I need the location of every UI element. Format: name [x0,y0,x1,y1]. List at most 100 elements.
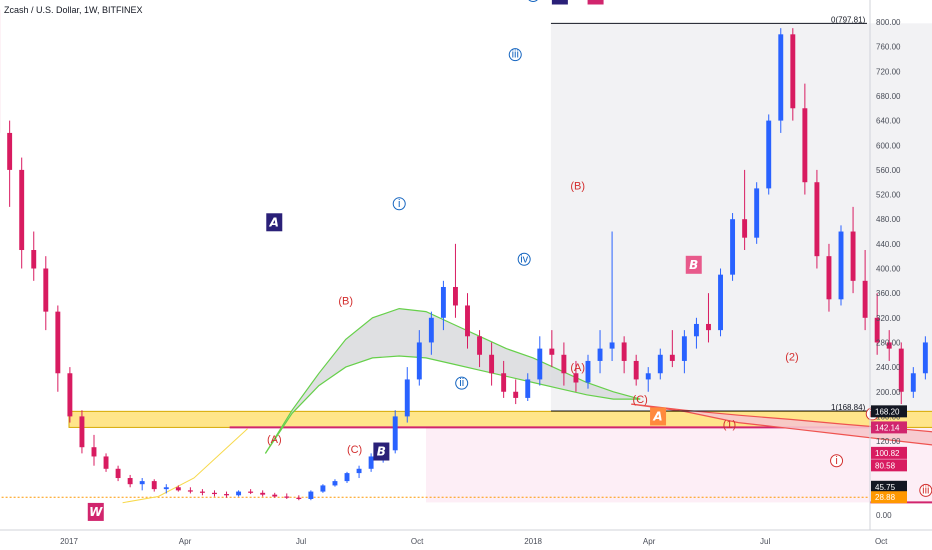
candle-body [248,491,254,493]
candle-body [886,342,892,349]
price-tag-text: 168.20 [875,407,900,416]
wave-box-text: X [590,0,601,3]
y-tick-label: 440.00 [876,240,901,249]
candle-body [115,468,121,479]
price-tag-bg [871,405,907,418]
candle-body [368,456,374,469]
candle [224,491,229,498]
candle-body [55,311,61,374]
y-tick-label: 720.00 [876,67,901,76]
candle [730,213,736,281]
candle-body [693,323,699,337]
candle [549,330,555,368]
x-tick-label: Oct [411,537,424,546]
wave-circle-text: i [398,198,400,210]
wave-label: (A) [570,362,585,374]
y-tick-label: 320.00 [876,314,901,323]
y-tick-label: 560.00 [876,166,901,175]
candle [754,182,760,244]
candle-body [151,481,157,490]
fib-label: 1(168.84) [831,403,866,412]
wave-label: iii [508,48,522,62]
wave-label: ii [455,376,469,390]
wave-label: X [587,0,604,5]
wave-circle [517,252,531,266]
candle [465,293,470,349]
wave-label: (1) [723,419,736,431]
wave-label: (A) [267,434,282,446]
candle [91,434,97,466]
candle [284,493,290,499]
x-tick-label: Oct [875,537,888,546]
candle [501,360,507,398]
candle [910,367,916,398]
candle [163,484,169,494]
candle [212,490,217,497]
y-tick-label: 360.00 [876,289,901,298]
cloud-red-lower [631,403,932,446]
candle-body [440,286,446,318]
candle [368,453,374,472]
wave-label: i [830,454,844,468]
candle-body [778,34,784,121]
candle [344,471,350,483]
price-tag: 28.88 [871,491,907,504]
candle-body [43,268,49,312]
candle-body [7,132,13,170]
candle [67,367,73,423]
candle-body [224,494,229,496]
candle-body [199,491,205,493]
candle [43,256,49,331]
candle-body [597,348,603,361]
price-tag: 100.82 [871,446,907,459]
candle-body [284,496,290,498]
candle-body [465,305,470,337]
wave-text: (B) [338,296,353,308]
candle-body [802,108,808,183]
y-tick-label: 240.00 [876,363,901,372]
candle-body [356,468,362,474]
candle-body [404,379,410,417]
candle [513,379,519,405]
candle-body [922,342,928,374]
candle-body [31,250,37,269]
candle [199,489,205,496]
candle-body [91,447,97,457]
candle [308,490,314,501]
candle-body [392,416,398,451]
y-tick-label: 680.00 [876,92,901,101]
cloud-red [631,404,932,445]
wave-label: (B) [338,296,353,308]
candle-body [477,336,483,355]
candle-body [898,348,904,392]
candle-body [766,120,772,189]
wave-label: (B) [570,180,585,192]
y-tick-label: 280.00 [876,338,901,347]
wave-label: v [528,0,538,2]
candle [332,479,338,487]
y-tick-label: 520.00 [876,191,901,200]
wave-circle-text: i [835,455,837,467]
wave-box-text: A [269,215,279,229]
candle [826,243,832,312]
fib-label: 0(797.81) [831,15,866,24]
price-tag-bg [871,491,907,504]
candle [814,169,820,269]
candle [127,474,133,488]
candle-body [525,379,531,398]
candle [645,367,651,392]
candle-body [826,256,832,300]
candle [175,485,181,492]
candle-body [103,456,109,469]
candle-body [645,373,651,380]
candle [320,484,326,493]
candle [55,305,61,392]
wave-label: C [551,0,568,5]
candle-body [549,348,555,355]
waves-layer: WA(A)(B)iii(C)BiiiivvCX(B)(A)(C)AB(1)(2)… [87,0,932,521]
y-tick-label: 120.00 [876,437,901,446]
candle [452,243,458,318]
wave-label: B [685,255,702,274]
candle-body [874,317,880,343]
